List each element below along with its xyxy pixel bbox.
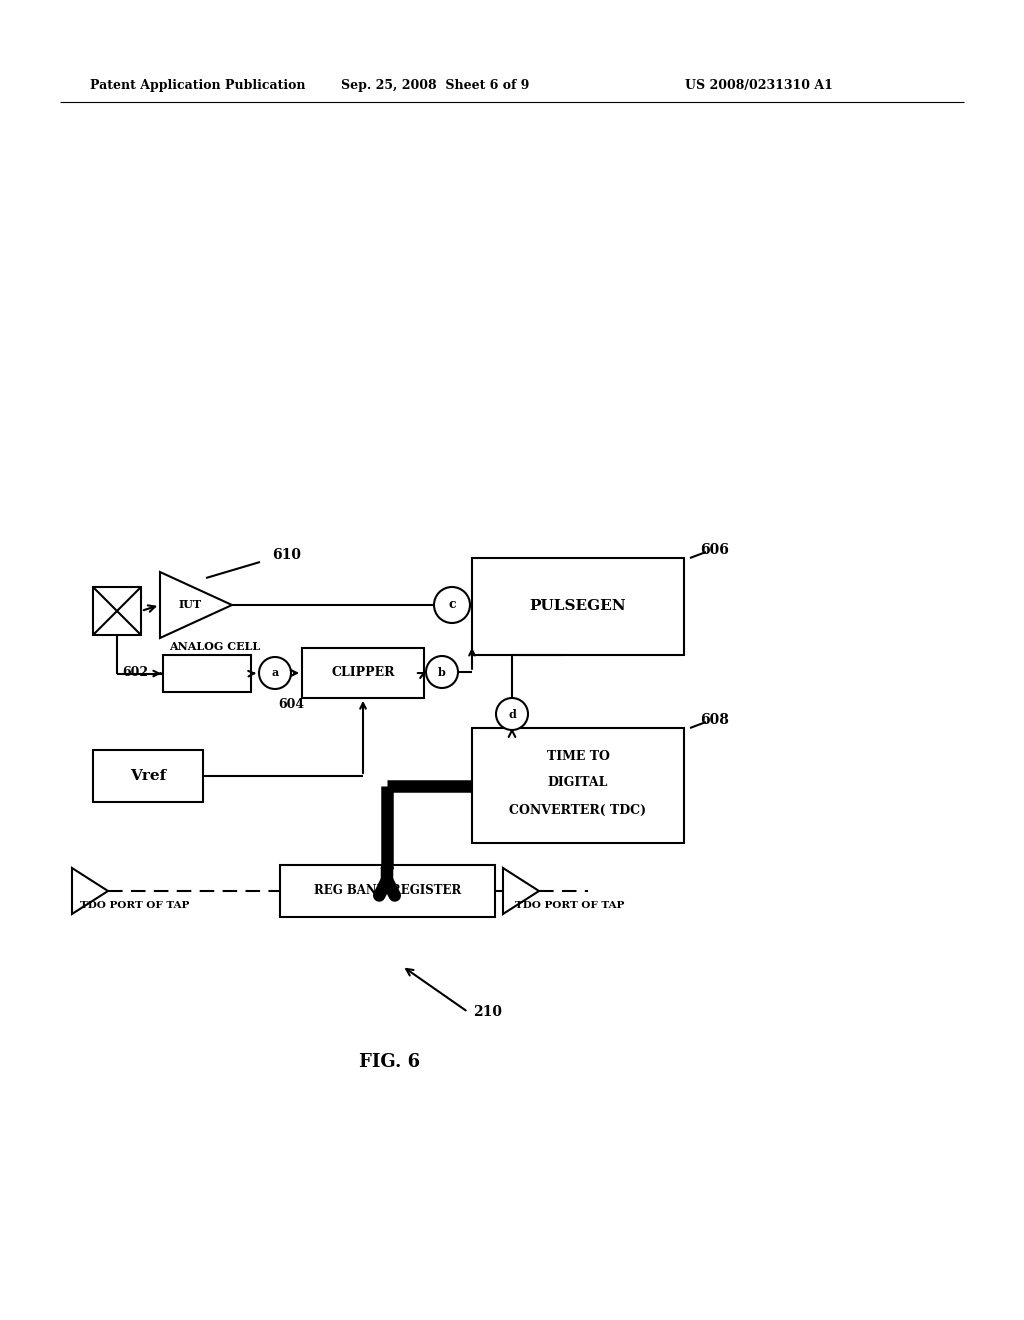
- Text: 604: 604: [278, 698, 304, 711]
- Text: Patent Application Publication: Patent Application Publication: [90, 79, 305, 92]
- Bar: [472, 558, 684, 655]
- Text: 606: 606: [700, 543, 729, 557]
- Circle shape: [426, 656, 458, 688]
- Text: TIME TO: TIME TO: [547, 750, 609, 763]
- Text: d: d: [508, 709, 516, 719]
- Bar: [163, 655, 251, 692]
- Text: TDO PORT OF TAP: TDO PORT OF TAP: [80, 902, 189, 911]
- Bar: [302, 648, 424, 698]
- Text: FIG. 6: FIG. 6: [359, 1053, 421, 1071]
- Circle shape: [259, 657, 291, 689]
- Text: ANALOG CELL: ANALOG CELL: [169, 642, 260, 652]
- Text: 602: 602: [122, 667, 148, 680]
- Text: Vref: Vref: [130, 770, 166, 783]
- Text: IUT: IUT: [178, 598, 202, 610]
- Text: CLIPPER: CLIPPER: [331, 667, 394, 680]
- Text: 210: 210: [473, 1005, 502, 1019]
- Bar: [280, 865, 495, 917]
- Text: TDO PORT OF TAP: TDO PORT OF TAP: [515, 902, 625, 911]
- Text: 610: 610: [272, 548, 301, 562]
- Text: Sep. 25, 2008  Sheet 6 of 9: Sep. 25, 2008 Sheet 6 of 9: [341, 79, 529, 92]
- Bar: [472, 729, 684, 843]
- Text: PULSEGEN: PULSEGEN: [529, 599, 627, 614]
- Text: b: b: [438, 667, 445, 677]
- Circle shape: [496, 698, 528, 730]
- Bar: [93, 587, 141, 635]
- Text: DIGITAL: DIGITAL: [548, 776, 608, 789]
- Text: US 2008/0231310 A1: US 2008/0231310 A1: [685, 79, 833, 92]
- Text: 608: 608: [700, 713, 729, 727]
- Text: c: c: [449, 598, 456, 611]
- Circle shape: [434, 587, 470, 623]
- Text: a: a: [271, 668, 279, 678]
- Text: REG BANK REGISTER: REG BANK REGISTER: [314, 884, 461, 898]
- Text: CONVERTER( TDC): CONVERTER( TDC): [509, 804, 646, 817]
- Bar: [93, 750, 203, 803]
